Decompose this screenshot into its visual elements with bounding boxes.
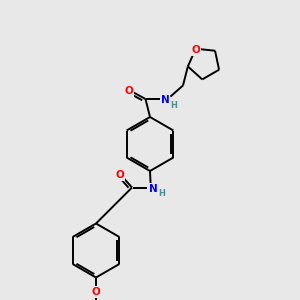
Text: O: O (92, 287, 100, 297)
Text: H: H (159, 188, 165, 197)
Text: O: O (191, 45, 200, 55)
Text: O: O (116, 170, 124, 180)
Text: O: O (124, 86, 134, 96)
Text: N: N (160, 95, 169, 105)
Text: H: H (170, 101, 177, 110)
Text: N: N (148, 184, 158, 194)
